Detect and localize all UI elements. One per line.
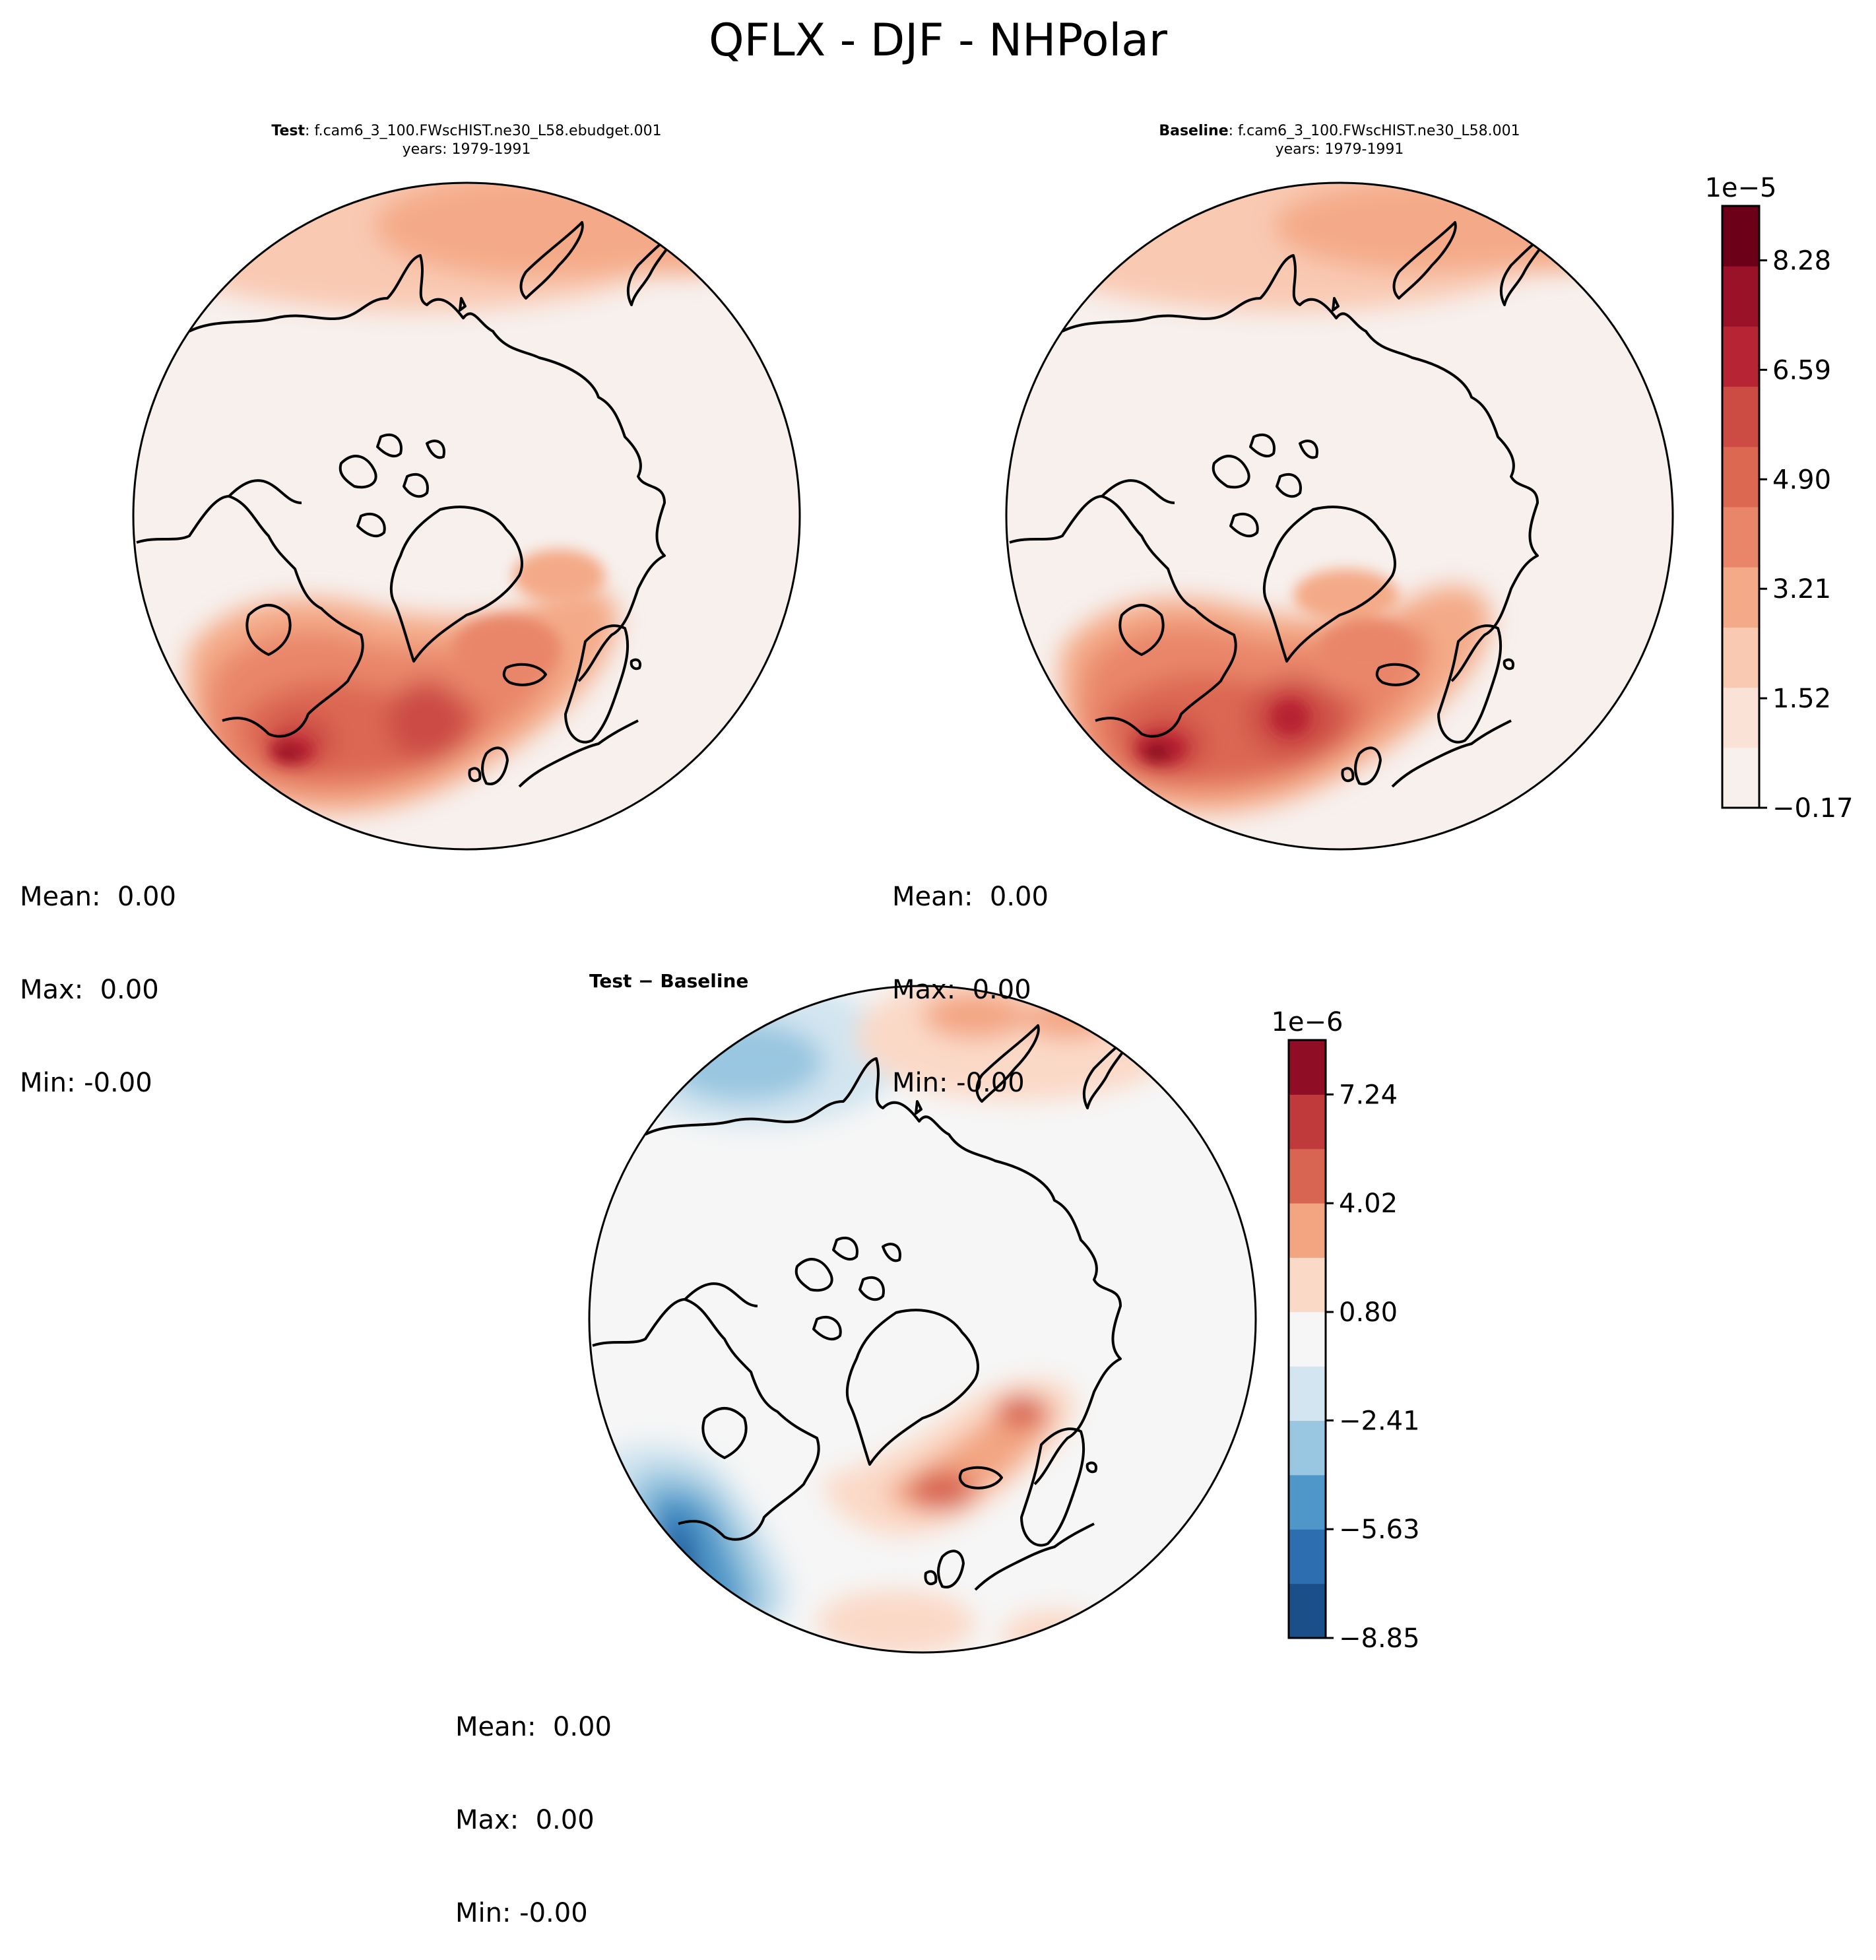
baseline-mean: Mean: 0.00 [892, 882, 1049, 912]
seq-colorbar-tick-label: 3.21 [1772, 574, 1831, 604]
baseline-stats: Mean: 0.00 Max: 0.00 Min: -0.00 [892, 820, 1049, 1130]
div-colorbar-segment [1289, 1420, 1326, 1476]
baseline-panel-title: Baseline: f.cam6_3_100.FWscHIST.ne30_L58… [1076, 122, 1603, 159]
test-panel-title: Test: f.cam6_3_100.FWscHIST.ne30_L58.ebu… [203, 122, 730, 159]
sequential-colorbar: −0.17 1.52 3.21 4.90 6.59 8.28 1e−5 [1704, 173, 1853, 824]
baseline-subtitle: years: 1979-1991 [1275, 141, 1404, 158]
test-map-panel [132, 181, 801, 851]
div-colorbar-segment [1289, 1203, 1326, 1258]
seq-colorbar-segment [1722, 567, 1759, 628]
seq-colorbar-tick-label: 6.59 [1772, 355, 1831, 385]
div-colorbar-segment [1289, 1366, 1326, 1421]
seq-colorbar-segment [1722, 206, 1759, 267]
test-min: Min: -0.00 [20, 1068, 152, 1098]
baseline-title-bold: Baseline [1159, 123, 1229, 139]
div-colorbar-segment [1289, 1257, 1326, 1313]
baseline-map-panel [1005, 181, 1674, 851]
baseline-max: Max: 0.00 [892, 975, 1031, 1005]
div-colorbar-segment [1289, 1094, 1326, 1150]
seq-colorbar-segment [1722, 747, 1759, 808]
figure-title: QFLX - DJF - NHPolar [709, 15, 1167, 67]
seq-colorbar-segment [1722, 386, 1759, 447]
div-colorbar-segment [1289, 1529, 1326, 1584]
figure-canvas: −0.17 1.52 3.21 4.90 6.59 8.28 1e−5 −8.85 −5.63… [132, 173, 1854, 1654]
seq-colorbar-exponent: 1e−5 [1704, 173, 1776, 203]
div-colorbar-tick-label: −8.85 [1339, 1623, 1420, 1654]
difference-panel-title: Test − Baseline [589, 970, 749, 992]
seq-colorbar-tick-label: 8.28 [1772, 245, 1831, 276]
seq-colorbar-segment [1722, 326, 1759, 387]
div-colorbar-tick-label: 0.80 [1339, 1297, 1398, 1328]
div-colorbar-tick-label: −5.63 [1339, 1515, 1420, 1545]
difference-min: Min: -0.00 [455, 1898, 588, 1928]
diverging-colorbar: −8.85 −5.63 −2.41 0.80 4.02 7.24 1e−6 [1271, 1007, 1419, 1654]
div-colorbar-frame [1287, 1039, 1327, 1639]
div-colorbar-segment [1289, 1040, 1326, 1095]
baseline-min: Min: -0.00 [892, 1068, 1025, 1098]
seq-colorbar-tick-label: 4.90 [1772, 465, 1831, 495]
div-colorbar-exponent: 1e−6 [1271, 1007, 1343, 1037]
div-colorbar-segment [1289, 1583, 1326, 1639]
baseline-title-rest: : f.cam6_3_100.FWscHIST.ne30_L58.001 [1228, 123, 1520, 139]
seq-colorbar-tick-label: 1.52 [1772, 684, 1831, 714]
div-colorbar-tick-label: 4.02 [1339, 1189, 1398, 1219]
div-colorbar-segment [1289, 1148, 1326, 1204]
test-subtitle: years: 1979-1991 [402, 141, 531, 158]
seq-colorbar-segment [1722, 507, 1759, 568]
test-title-bold: Test [271, 123, 306, 139]
div-colorbar-segment [1289, 1474, 1326, 1530]
seq-colorbar-segment [1722, 687, 1759, 748]
seq-colorbar-frame [1721, 205, 1761, 809]
seq-colorbar-tick-label: −0.17 [1772, 793, 1854, 824]
div-colorbar-tick-label: −2.41 [1339, 1406, 1420, 1436]
test-mean: Mean: 0.00 [20, 882, 176, 912]
test-max: Max: 0.00 [20, 975, 159, 1005]
test-title-rest: : f.cam6_3_100.FWscHIST.ne30_L58.ebudget… [305, 123, 662, 139]
div-colorbar-segment [1289, 1311, 1326, 1367]
difference-max: Max: 0.00 [455, 1805, 595, 1835]
seq-colorbar-segment [1722, 266, 1759, 327]
seq-colorbar-segment [1722, 627, 1759, 688]
div-colorbar-tick-label: 7.24 [1339, 1080, 1398, 1110]
test-stats: Mean: 0.00 Max: 0.00 Min: -0.00 [20, 820, 176, 1130]
seq-colorbar-segment [1722, 446, 1759, 507]
difference-mean: Mean: 0.00 [455, 1712, 612, 1742]
difference-stats: Mean: 0.00 Max: 0.00 Min: -0.00 [455, 1650, 612, 1960]
